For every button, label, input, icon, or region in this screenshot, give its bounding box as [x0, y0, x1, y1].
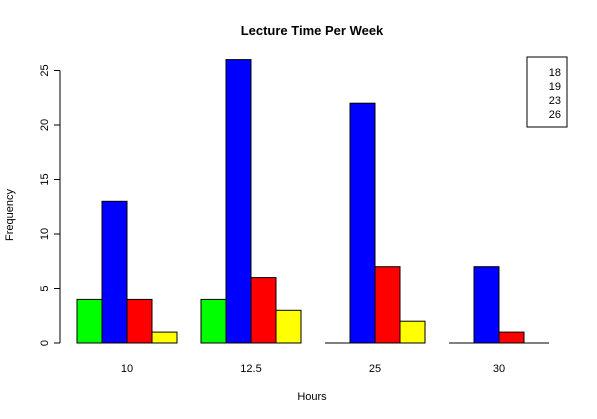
x-tick-label: 12.5: [240, 363, 261, 375]
y-tick-label: 25: [39, 64, 51, 76]
bar-group-30: [449, 266, 549, 344]
legend-label-18: 18: [549, 67, 561, 79]
bar-group-12-5: [200, 59, 302, 344]
bar-12-5-series-19: [225, 59, 252, 344]
legend-box: [526, 56, 568, 128]
bar-group-25: [325, 102, 426, 344]
bar-10-series-26: [151, 331, 178, 344]
chart-title: Lecture Time Per Week: [241, 23, 384, 38]
plot-area: [76, 59, 549, 344]
y-tick-label: 5: [39, 285, 51, 291]
bar-30-series-23: [498, 331, 525, 344]
x-axis: 10 12.5 25 30: [121, 363, 505, 375]
x-axis-title: Hours: [297, 391, 327, 403]
legend-label-19: 19: [549, 81, 561, 93]
x-tick-label: 30: [493, 363, 505, 375]
bar-12-5-series-23: [250, 277, 277, 344]
bar-10-series-18: [76, 298, 103, 344]
y-axis-title: Frequency: [4, 189, 16, 241]
bar-25-series-26: [399, 320, 426, 344]
bar-12-5-series-18: [200, 298, 227, 344]
bar-10-series-19: [101, 200, 128, 344]
bar-25-series-19: [349, 102, 376, 344]
bar-group-10: [76, 200, 178, 344]
bar-10-series-23: [126, 298, 153, 344]
legend: 18 19 23 26: [526, 56, 568, 128]
legend-label-26: 26: [549, 109, 561, 121]
bar-25-series-23: [374, 266, 401, 344]
y-tick-label: 20: [39, 119, 51, 131]
legend-label-23: 23: [549, 95, 561, 107]
y-tick-label: 10: [39, 228, 51, 240]
y-tick-label: 0: [39, 340, 51, 346]
bar-30-series-19: [473, 266, 500, 344]
x-tick-label: 25: [369, 363, 381, 375]
y-tick-label: 15: [39, 173, 51, 185]
x-tick-label: 10: [121, 363, 133, 375]
bar-12-5-series-26: [275, 309, 302, 344]
y-axis: 0 5 10 15 20 25: [39, 64, 61, 346]
